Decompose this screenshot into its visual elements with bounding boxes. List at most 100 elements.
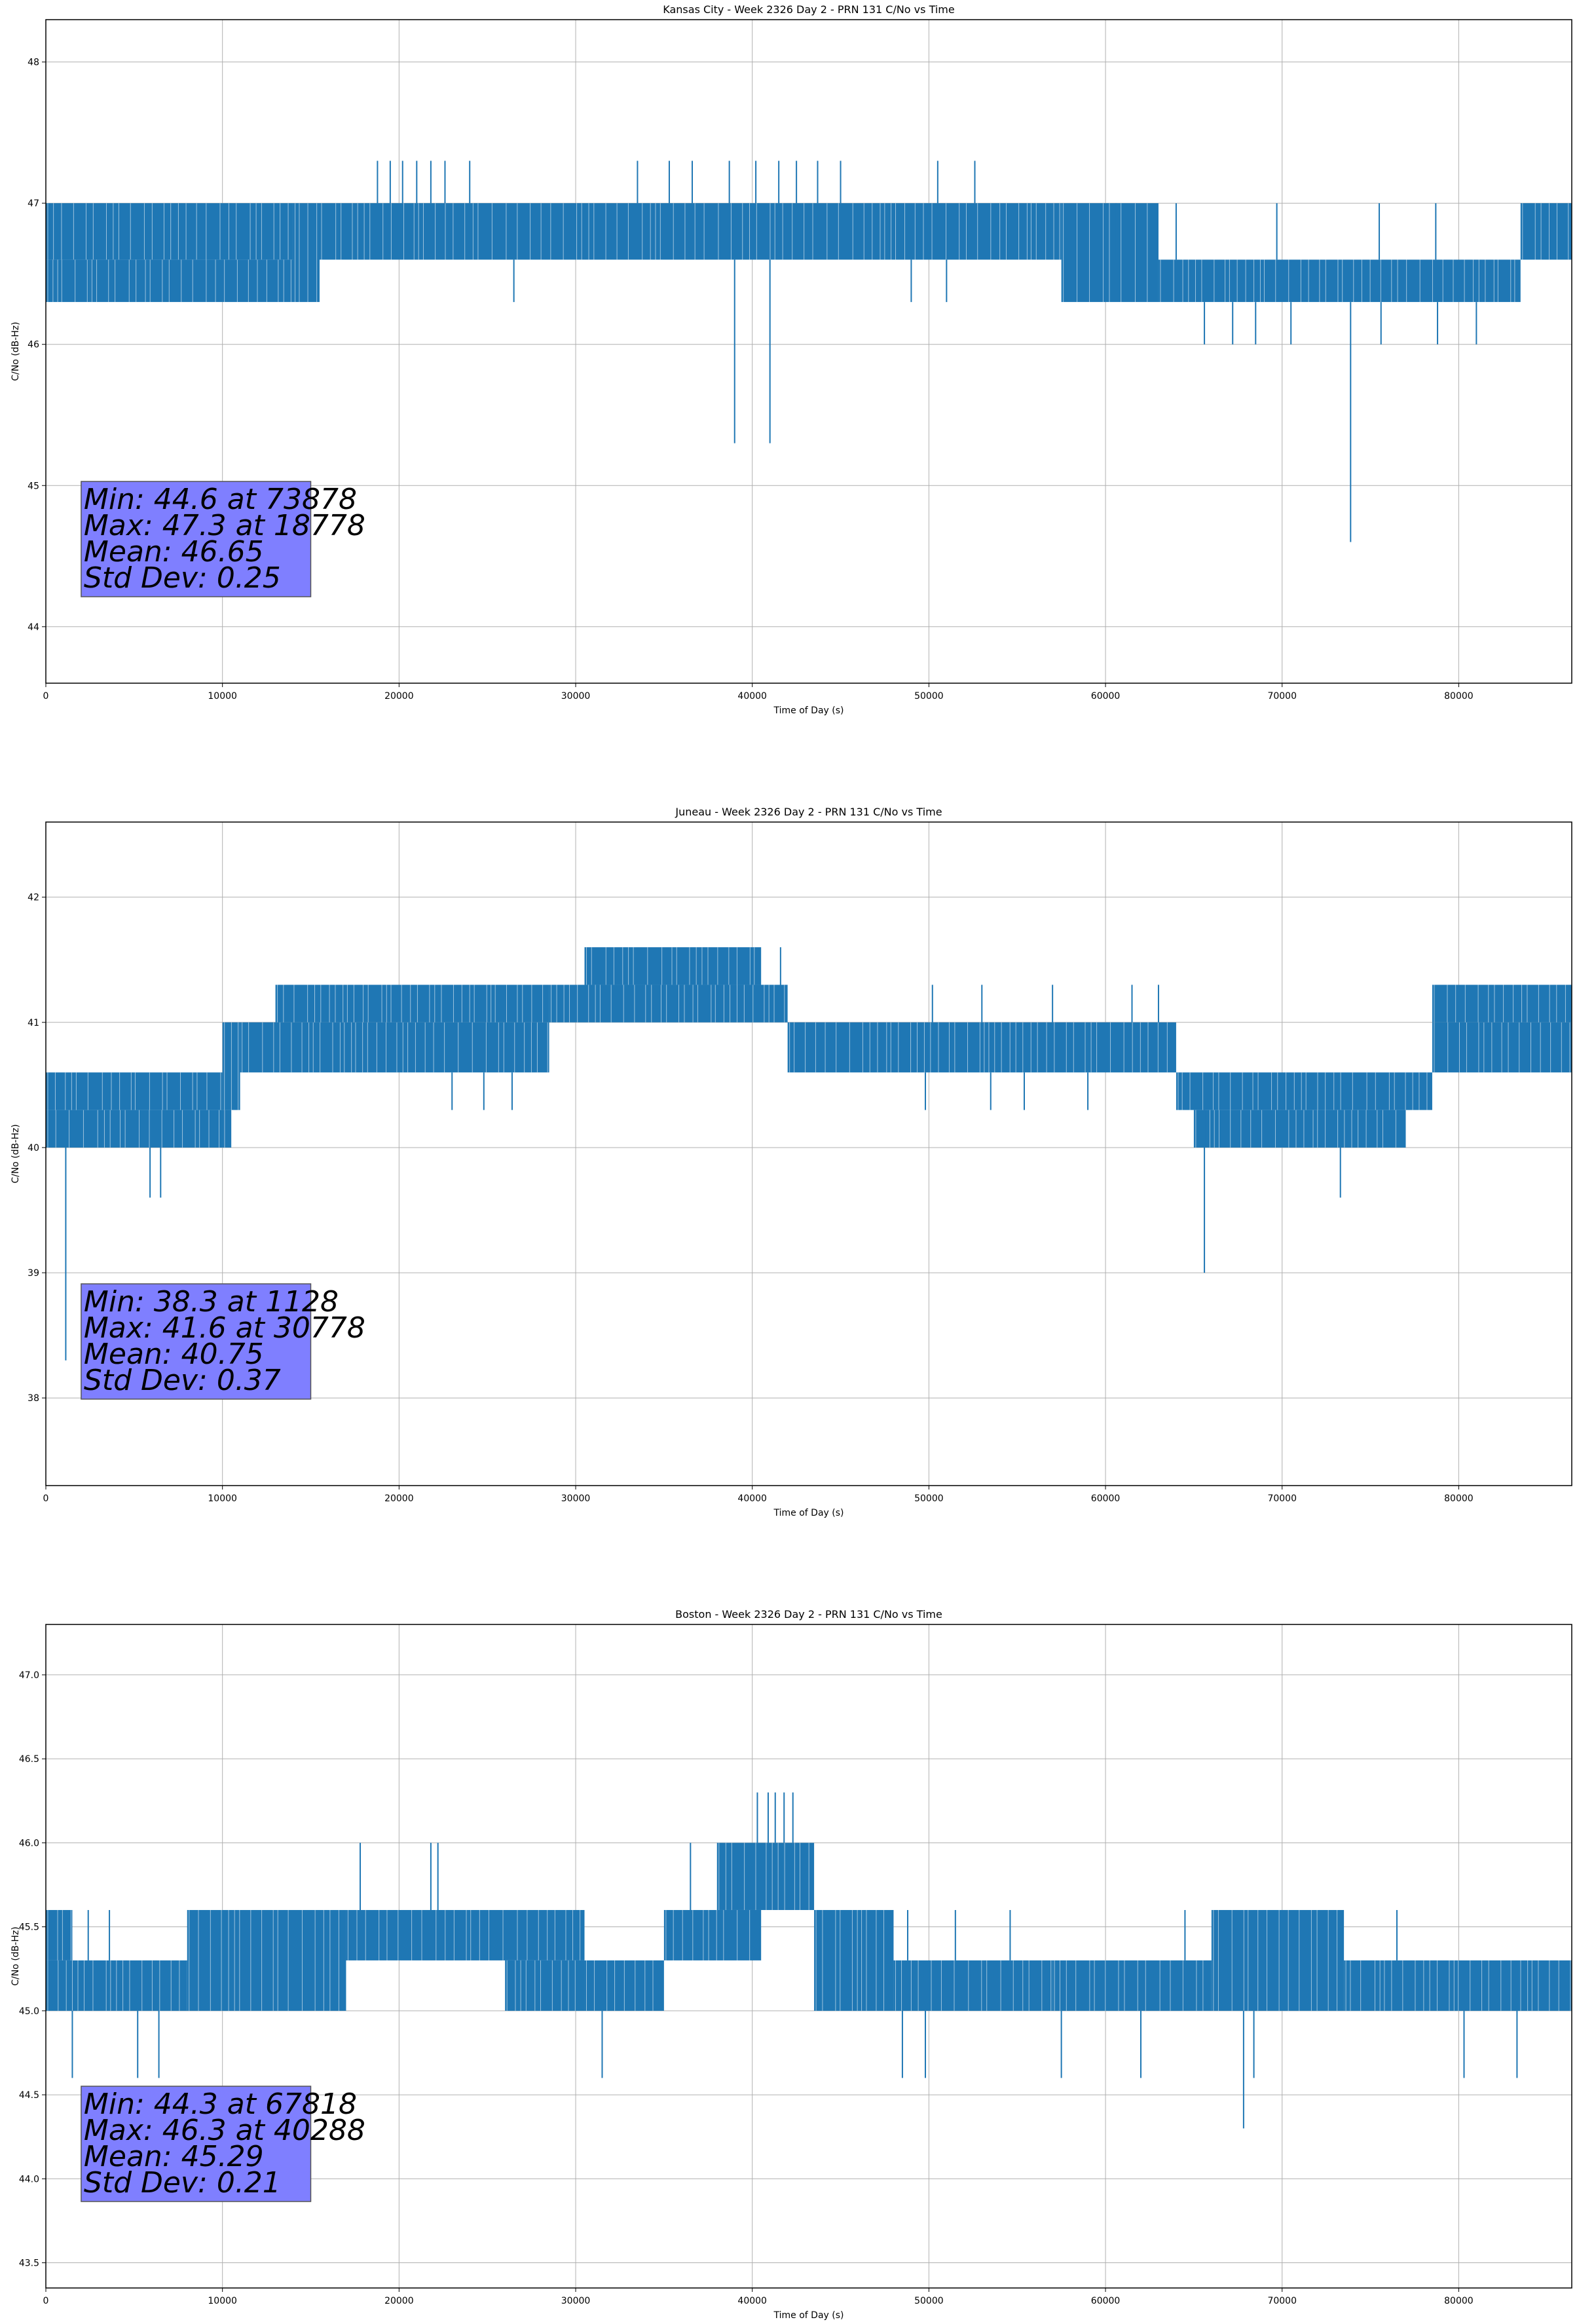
data-band [1520, 203, 1572, 260]
stats-line: Std Dev: 0.37 [84, 1364, 281, 1397]
stats-line: Mean: 40.75 [84, 1338, 264, 1371]
chart-panel-2: 0 10000 20000 30000 40000 50000 60000 70000 8000… [10, 806, 1572, 1518]
x-tick-label: 70000 [1267, 691, 1297, 702]
y-tick-label: 44 [28, 622, 39, 633]
data-band [1432, 984, 1572, 1022]
data-band [319, 203, 1062, 260]
data-band [549, 984, 788, 1022]
y-tick-label: 41 [28, 1018, 39, 1028]
y-axis-label: C/No (dB-Hz) [10, 322, 21, 381]
y-tick-label: 45 [28, 481, 39, 491]
data-band [46, 1909, 73, 1960]
y-tick-label: 45.0 [19, 2006, 39, 2017]
x-tick-label: 10000 [208, 1493, 237, 1504]
x-tick-label: 60000 [1091, 2296, 1121, 2306]
y-axis-label: C/No (dB-Hz) [10, 1124, 21, 1183]
x-tick-label: 70000 [1267, 2296, 1297, 2306]
x-axis-ticks: 0 10000 20000 30000 40000 50000 60000 70000 8000… [43, 1486, 1474, 1504]
data-band [346, 1909, 585, 1960]
data-band [46, 1110, 232, 1148]
data-band [1211, 1909, 1345, 2011]
chart-title: Kansas City - Week 2326 Day 2 - PRN 131 … [663, 3, 954, 16]
y-axis-label: C/No (dB-Hz) [10, 1926, 21, 1985]
y-tick-label: 46 [28, 340, 39, 350]
x-tick-label: 40000 [737, 2296, 767, 2306]
data-band [187, 1909, 346, 2011]
chart-title: Juneau - Week 2326 Day 2 - PRN 131 C/No … [675, 806, 942, 818]
stats-line: Std Dev: 0.21 [84, 2166, 281, 2200]
stats-line: Min: 44.3 at 67818 [84, 2088, 357, 2121]
axes-frame [45, 19, 1572, 684]
y-tick-label: 40 [28, 1143, 39, 1153]
data-band [584, 947, 762, 985]
chart-panel-3: 0 10000 20000 30000 40000 50000 60000 70000 8000… [10, 1608, 1572, 2321]
x-tick-label: 10000 [208, 691, 237, 702]
x-tick-label: 60000 [1091, 691, 1121, 702]
x-tick-label: 80000 [1444, 691, 1474, 702]
stats-line: Min: 38.3 at 1128 [84, 1285, 339, 1319]
y-tick-label: 46.5 [19, 1754, 39, 1765]
axes-frame [45, 821, 1572, 1486]
data-band [663, 1909, 762, 1960]
x-tick-label: 70000 [1267, 1493, 1297, 1504]
x-axis-ticks: 0 10000 20000 30000 40000 50000 60000 70000 8000… [43, 683, 1474, 702]
y-tick-label: 39 [28, 1268, 39, 1279]
data-band [293, 203, 320, 303]
x-tick-label: 40000 [737, 1493, 767, 1504]
data-band [1052, 1960, 1212, 2011]
x-axis-label: Time of Day (s) [773, 705, 844, 716]
x-tick-label: 30000 [561, 2296, 591, 2306]
data-band [505, 1960, 585, 2011]
x-tick-label: 20000 [384, 691, 414, 702]
data-band [275, 984, 549, 1022]
x-tick-label: 60000 [1091, 1493, 1121, 1504]
stats-line: Mean: 45.29 [84, 2140, 264, 2173]
chart-title: Boston - Week 2326 Day 2 - PRN 131 C/No … [675, 1608, 942, 1621]
data-band [90, 259, 293, 303]
y-tick-label: 47.0 [19, 1670, 39, 1681]
x-tick-label: 0 [43, 1493, 49, 1504]
x-tick-label: 50000 [914, 1493, 944, 1504]
data-band [1193, 1110, 1406, 1148]
stats-box-background [81, 1283, 312, 1400]
data-band [814, 1909, 894, 2011]
stats-line: Max: 41.6 at 30778 [84, 1311, 365, 1345]
data-band [46, 259, 90, 303]
y-tick-label: 45.5 [19, 1922, 39, 1933]
data-band [46, 203, 293, 260]
y-tick-label: 42 [28, 893, 39, 903]
x-tick-label: 50000 [914, 691, 944, 702]
data-band [1176, 1072, 1432, 1110]
x-tick-label: 30000 [561, 1493, 591, 1504]
data-band [787, 1022, 1176, 1073]
series-cno [46, 160, 1572, 542]
y-tick-label: 44.0 [19, 2174, 39, 2184]
y-axis-ticks: 44 45 46 47 48 [28, 58, 46, 633]
data-band [893, 1960, 1053, 2011]
data-band [1344, 1960, 1572, 2011]
x-tick-label: 40000 [737, 691, 767, 702]
y-tick-label: 47 [28, 198, 39, 209]
stats-box-background [81, 481, 312, 597]
x-tick-label: 10000 [208, 2296, 237, 2306]
x-tick-label: 0 [43, 691, 49, 702]
y-axis-ticks: 43.5 44.0 44.5 45.0 45.5 46.0 46.5 47.0 [19, 1670, 46, 2269]
data-band [240, 1022, 549, 1073]
stats-box-background [81, 2086, 312, 2202]
y-tick-label: 43.5 [19, 2258, 39, 2269]
y-tick-label: 46.0 [19, 1838, 39, 1848]
stats-line: Max: 47.3 at 18778 [84, 509, 365, 542]
x-tick-label: 30000 [561, 691, 591, 702]
x-axis-label: Time of Day (s) [773, 1508, 844, 1518]
stats-line: Min: 44.6 at 73878 [84, 483, 357, 516]
stats-line: Std Dev: 0.25 [84, 561, 281, 595]
x-tick-label: 0 [43, 2296, 49, 2306]
stats-line: Mean: 46.65 [84, 535, 264, 569]
data-band [1061, 203, 1159, 303]
x-tick-label: 80000 [1444, 1493, 1474, 1504]
y-tick-label: 38 [28, 1393, 39, 1404]
